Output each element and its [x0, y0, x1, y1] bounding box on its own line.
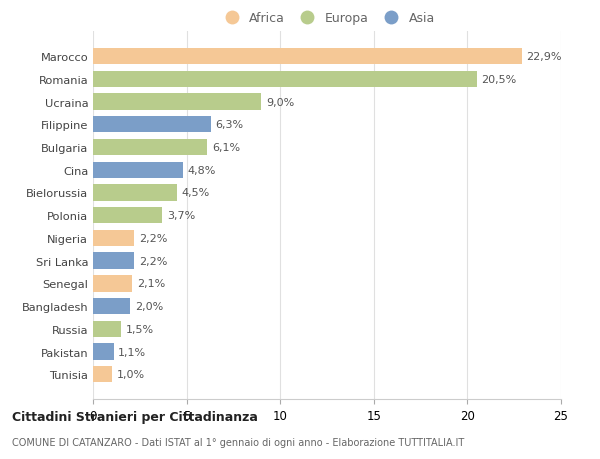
- Bar: [93, 185, 177, 201]
- Bar: [93, 275, 133, 292]
- Bar: [93, 344, 113, 360]
- Bar: [93, 366, 112, 383]
- Bar: [93, 321, 121, 337]
- Bar: [93, 49, 521, 65]
- Bar: [93, 253, 134, 269]
- Text: 2,2%: 2,2%: [139, 256, 167, 266]
- Text: 1,5%: 1,5%: [126, 324, 154, 334]
- Text: 3,7%: 3,7%: [167, 211, 195, 221]
- Bar: [93, 94, 262, 111]
- Text: 2,0%: 2,0%: [135, 302, 163, 311]
- Legend: Africa, Europa, Asia: Africa, Europa, Asia: [214, 7, 440, 30]
- Bar: [93, 117, 211, 133]
- Text: 20,5%: 20,5%: [481, 75, 517, 84]
- Text: 1,1%: 1,1%: [118, 347, 146, 357]
- Text: 2,1%: 2,1%: [137, 279, 165, 289]
- Text: Cittadini Stranieri per Cittadinanza: Cittadini Stranieri per Cittadinanza: [12, 410, 258, 423]
- Bar: [93, 140, 207, 156]
- Bar: [93, 162, 183, 179]
- Text: 9,0%: 9,0%: [266, 97, 295, 107]
- Text: 22,9%: 22,9%: [526, 52, 562, 62]
- Text: COMUNE DI CATANZARO - Dati ISTAT al 1° gennaio di ogni anno - Elaborazione TUTTI: COMUNE DI CATANZARO - Dati ISTAT al 1° g…: [12, 437, 464, 447]
- Text: 2,2%: 2,2%: [139, 234, 167, 243]
- Text: 4,8%: 4,8%: [188, 165, 216, 175]
- Bar: [93, 72, 477, 88]
- Bar: [93, 298, 130, 314]
- Text: 6,1%: 6,1%: [212, 143, 240, 153]
- Text: 1,0%: 1,0%: [116, 369, 145, 380]
- Bar: [93, 207, 162, 224]
- Text: 6,3%: 6,3%: [215, 120, 244, 130]
- Text: 4,5%: 4,5%: [182, 188, 210, 198]
- Bar: [93, 230, 134, 246]
